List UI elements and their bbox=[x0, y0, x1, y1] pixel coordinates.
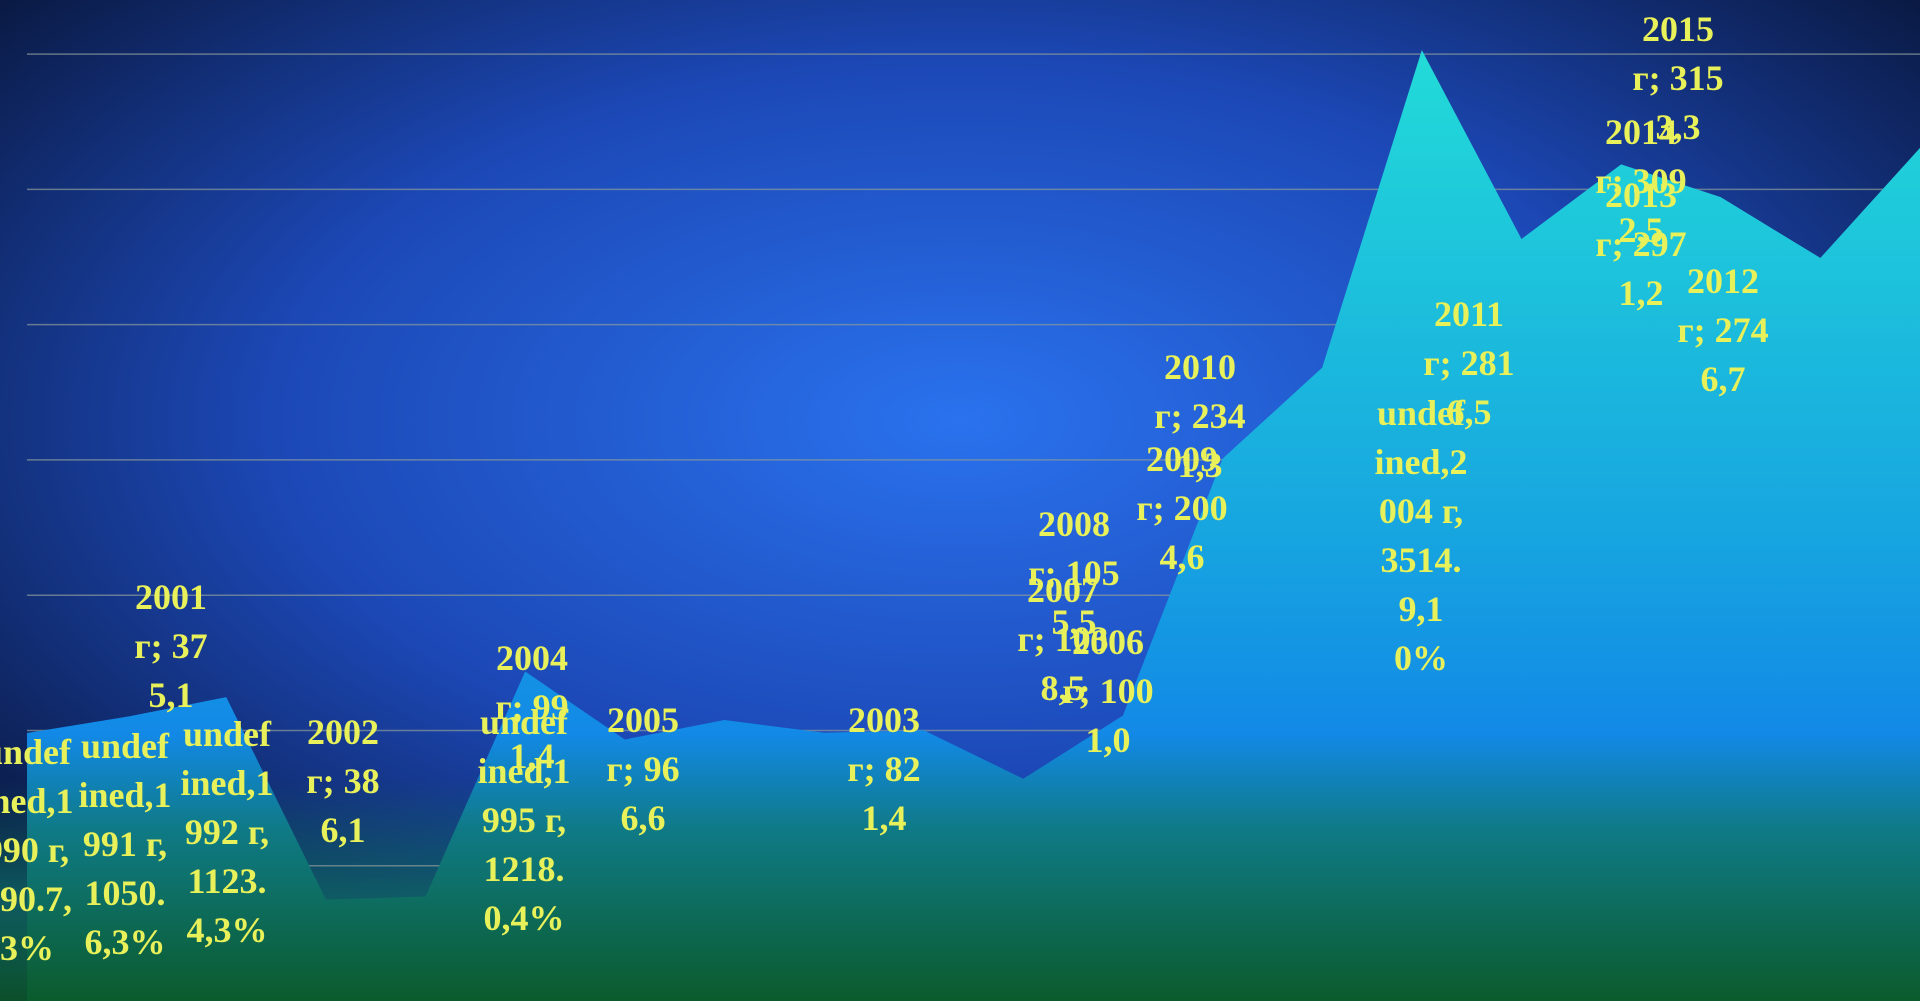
data-label: 2007 г; 1038,5 bbox=[1017, 570, 1109, 708]
data-label: 2012 г; 2746,7 bbox=[1677, 261, 1769, 399]
data-label: 2001 г; 375,1 bbox=[134, 577, 208, 715]
data-label: undefined,1992 г,1123.4,3% bbox=[180, 714, 274, 950]
data-label: 2002 г; 386,1 bbox=[306, 712, 380, 850]
data-label: 2014 г; 3092,5 bbox=[1595, 112, 1687, 250]
data-label: 2010 г; 2341,3 bbox=[1154, 347, 1246, 485]
data-label: 2004 г; 991,4 bbox=[495, 638, 569, 776]
data-label: 2009 г; 2004,6 bbox=[1136, 439, 1228, 577]
data-label: undefined,2004 г,3514.9,10% bbox=[1374, 393, 1468, 678]
data-label: 2015 г; 3153,3 bbox=[1632, 9, 1724, 147]
data-label: undefined,1990 г,990.7,3% bbox=[0, 732, 74, 968]
data-label: 2005 г; 966,6 bbox=[606, 700, 680, 838]
data-label: undefined,1995 г,1218.0,4% bbox=[477, 702, 571, 938]
area bbox=[27, 50, 1920, 1001]
data-label: 2006 г; 1001,0 bbox=[1062, 622, 1154, 760]
data-label: 2008 г; 1055,5 bbox=[1028, 504, 1120, 642]
data-label: 2011 г; 2816,5 bbox=[1423, 294, 1515, 432]
data-label: 2013 г; 2971,2 bbox=[1595, 175, 1687, 313]
data-label: 2003 г; 821,4 bbox=[847, 700, 921, 838]
data-label: undefined,1991 г,1050.6,3% bbox=[78, 726, 172, 962]
